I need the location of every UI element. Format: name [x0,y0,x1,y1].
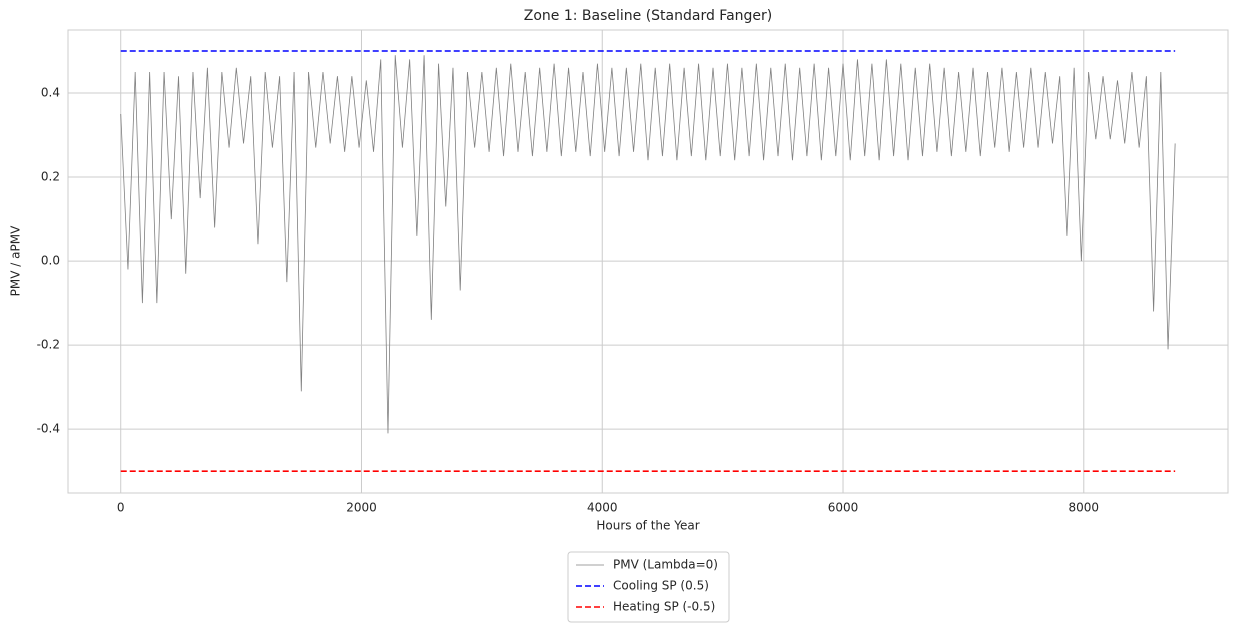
series-line [120,55,1176,434]
plot-frame [67,29,1229,494]
y-axis-label: PMV / aPMV [9,225,23,296]
legend-label: PMV (Lambda=0) [613,558,718,572]
x-tick-label: 8000 [1069,501,1100,515]
x-tick-label: 4000 [587,501,618,515]
x-tick-label: 0 [117,501,125,515]
x-tick-label: 6000 [828,501,859,515]
chart-title: Zone 1: Baseline (Standard Fanger) [524,8,773,24]
legend-label: Heating SP (-0.5) [613,600,715,614]
y-tick-label: 0.0 [41,254,60,268]
y-tick-label: 0.2 [41,170,60,184]
y-tick-label: -0.2 [37,338,60,352]
x-tick-label: 2000 [346,501,377,515]
legend-label: Cooling SP (0.5) [613,579,709,593]
x-axis-label: Hours of the Year [596,519,699,533]
legend-box [567,551,730,623]
y-tick-label: -0.4 [37,422,60,436]
y-tick-label: 0.4 [41,86,60,100]
